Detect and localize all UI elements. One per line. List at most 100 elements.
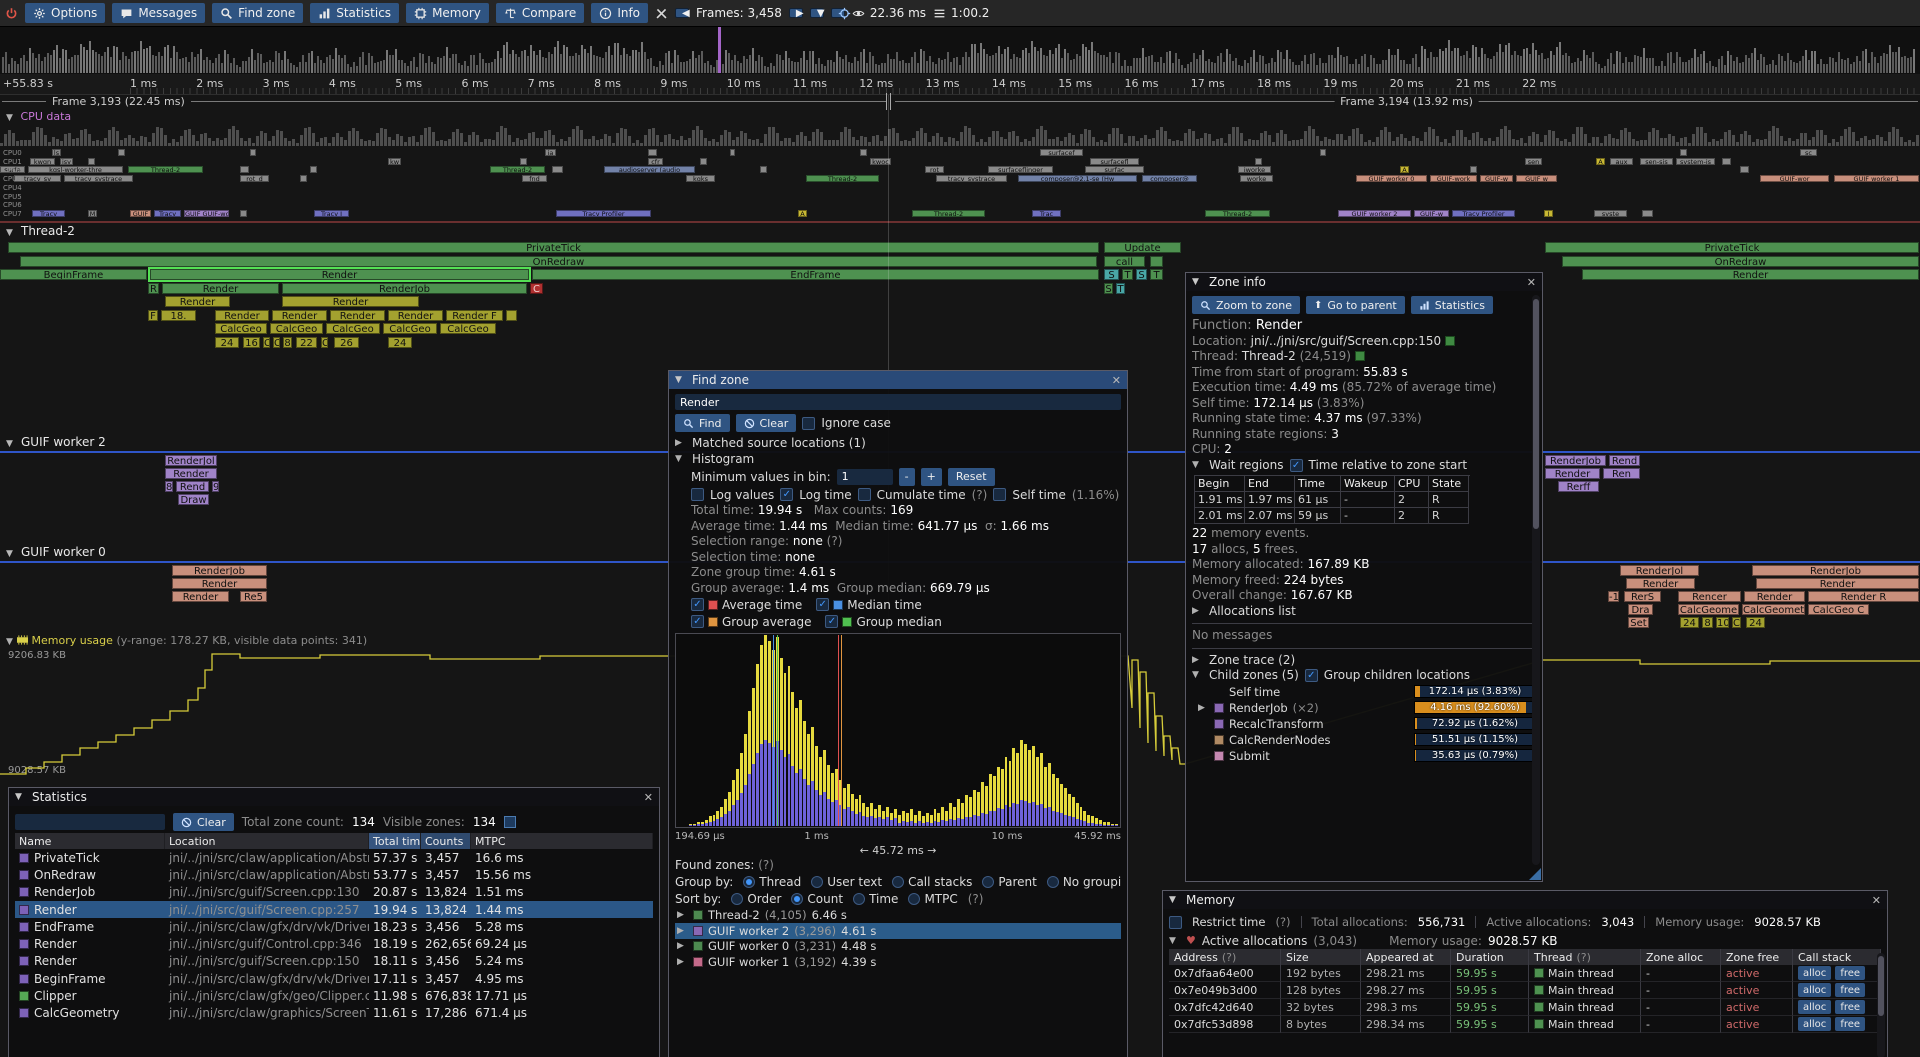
alloc-callstack-button[interactable]: alloc — [1798, 966, 1832, 980]
found-zone-group[interactable]: ▶ GUIF worker 2 (3,296) 4.61 s — [675, 923, 1121, 939]
memory-col-header[interactable]: Thread (?) — [1529, 949, 1641, 965]
find-zone-titlebar[interactable]: ▼ Find zone ✕ — [669, 371, 1127, 389]
timeline-zone[interactable]: Render — [148, 267, 531, 282]
timeline-zone[interactable]: BeginFrame — [0, 269, 147, 280]
relative-time-checkbox[interactable] — [1289, 458, 1303, 472]
options-button[interactable]: Options — [25, 3, 106, 23]
cpu-zone[interactable]: Thread-2 — [806, 175, 879, 183]
memory-col-header[interactable]: Zone alloc — [1641, 949, 1721, 965]
timeline-zone[interactable]: Re5 — [240, 591, 267, 602]
close-icon[interactable]: ✕ — [643, 790, 653, 804]
find-zone-button[interactable]: Find zone — [212, 3, 304, 23]
close-icon[interactable]: ✕ — [1526, 275, 1536, 289]
timeline-zone[interactable]: 9 — [212, 481, 219, 492]
timeline-zone[interactable]: 24 — [1746, 617, 1765, 628]
timeline-zone[interactable]: F — [148, 309, 158, 321]
ignore-case-checkbox[interactable] — [802, 416, 816, 430]
timeline-zone[interactable] — [1150, 255, 1163, 267]
min-bin-input[interactable]: 1 — [836, 468, 893, 485]
timeline-zone[interactable]: T — [1116, 282, 1125, 294]
scrollbar-grab[interactable] — [1533, 299, 1539, 529]
thread-header-guif-worker0[interactable]: ▼ GUIF worker 0 — [6, 545, 106, 559]
zone-statistics-button[interactable]: Statistics — [1410, 296, 1494, 314]
memory-col-header[interactable]: Address (?) — [1169, 949, 1281, 965]
scrollbar-grab[interactable] — [1878, 956, 1884, 1016]
cpu-zone[interactable]: GUIF worker 2 — [1338, 209, 1411, 217]
cpu-zone[interactable] — [520, 157, 527, 165]
timeline-zone[interactable]: Render — [172, 578, 267, 589]
group-by-option[interactable]: User text — [811, 875, 882, 889]
legend-checkbox[interactable] — [816, 598, 830, 611]
cpu-zone[interactable]: composer@2.1-se (Hw — [1018, 175, 1137, 183]
memory-col-header[interactable]: Call stack — [1793, 949, 1881, 965]
timeline-zone[interactable]: CalcGeo — [383, 323, 437, 334]
timeline-zone[interactable]: S — [1136, 269, 1147, 280]
alloc-callstack-button[interactable]: alloc — [1798, 1000, 1832, 1014]
child-zone-row[interactable]: RecalcTransform 72.92 μs (1.62%) — [1198, 716, 1536, 732]
cpu-zone[interactable]: Tracy Profiler — [556, 209, 651, 217]
collapse-icon[interactable]: ▼ — [1169, 895, 1176, 905]
statistics-row[interactable]: PrivateTick jni/../jni/src/claw/applicati… — [15, 849, 653, 866]
timeline-zone[interactable]: CalcGeome — [1678, 604, 1739, 615]
cpu-zone[interactable]: syste — [1594, 209, 1627, 217]
location-value[interactable]: jni/../jni/src/guif/Screen.cpp:150 — [1250, 333, 1442, 348]
legend-checkbox[interactable] — [691, 615, 704, 628]
cpu-zone[interactable]: Thread-2 — [128, 166, 203, 174]
timeline-zone[interactable]: -1 — [1608, 591, 1619, 602]
group-by-option[interactable]: Call stacks — [892, 875, 972, 889]
timeline-zone[interactable]: Render F — [446, 309, 503, 321]
memory-col-header[interactable]: Size — [1281, 949, 1361, 965]
memory-button[interactable]: Memory — [406, 3, 489, 23]
cpu-zone[interactable]: A — [1596, 157, 1605, 165]
decrease-button[interactable]: - — [898, 467, 915, 486]
cpu-zone[interactable] — [240, 209, 247, 217]
timeline-zone[interactable]: Render — [330, 309, 385, 321]
cpu-zone[interactable]: surfacef — [1040, 149, 1083, 156]
cpu-zone[interactable]: Tracy — [154, 209, 181, 217]
matched-sources-tree[interactable]: ▶ Matched source locations (1) — [675, 436, 1121, 452]
timeline-zone[interactable]: RenderJob — [1545, 455, 1606, 466]
timeline-zone[interactable]: Render — [1582, 269, 1919, 280]
timeline-zone[interactable]: 8 — [1702, 617, 1713, 628]
free-callstack-button[interactable]: free — [1835, 1000, 1866, 1014]
self-time-checkbox[interactable] — [993, 488, 1007, 501]
stats-col-header[interactable]: Total time — [369, 833, 421, 849]
increase-button[interactable]: + — [920, 467, 942, 486]
cpu-zone[interactable]: ls — [52, 149, 61, 156]
cpu-zone[interactable]: ja — [545, 149, 556, 156]
cpu-zone[interactable]: surfa — [0, 166, 25, 174]
timeline-zone[interactable]: CalcGeo — [270, 323, 323, 334]
free-callstack-button[interactable]: free — [1835, 1017, 1866, 1031]
zoom-to-zone-button[interactable]: Zoom to zone — [1192, 296, 1300, 314]
timeline-zone[interactable]: call — [1104, 255, 1145, 267]
stats-mode-toggle[interactable] — [503, 816, 516, 828]
timeline-zone[interactable]: Render — [162, 282, 279, 294]
statistics-row[interactable]: RenderJob jni/../jni/src/guif/Screen.cpp:… — [15, 884, 653, 901]
cpu-zone[interactable] — [250, 149, 256, 156]
zoom-to-frame-button[interactable] — [830, 7, 851, 19]
alloc-callstack-button[interactable]: alloc — [1798, 1017, 1832, 1031]
cpu-zone[interactable]: sen-sis — [1640, 157, 1673, 165]
timeline-zone[interactable]: 10 — [1716, 617, 1729, 628]
timeline-zone[interactable]: Render — [1545, 468, 1600, 479]
allocations-list-tree[interactable]: ▶ Allocations list — [1192, 604, 1536, 620]
cpu-zone[interactable] — [88, 157, 95, 165]
timeline-zone[interactable]: R — [148, 282, 159, 294]
cpu-zone[interactable]: Thread-2 — [1205, 209, 1270, 217]
cpu-zone[interactable]: sen — [1525, 157, 1542, 165]
child-zone-row[interactable]: Self time 172.14 μs (3.83%) — [1198, 684, 1536, 700]
cpu-zone[interactable]: surfaceflinger — [988, 166, 1053, 174]
timeline-zone[interactable]: C — [321, 336, 328, 348]
cpu-zone[interactable]: GUIF — [130, 209, 151, 217]
zone-info-titlebar[interactable]: ▼ Zone info ✕ — [1186, 273, 1542, 291]
wait-regions-header[interactable]: ▼Wait regionsTime relative to zone start — [1192, 458, 1536, 474]
cpu-data-header[interactable]: ▼ CPU data — [6, 110, 71, 123]
timeline-zone[interactable]: Draw — [178, 494, 209, 505]
cpu-zone[interactable]: A — [798, 209, 807, 217]
timeline-zone[interactable]: Render — [165, 296, 230, 307]
stats-col-header[interactable]: Location — [165, 833, 369, 849]
timeline-zone[interactable] — [506, 309, 517, 321]
cpu-zone[interactable] — [1642, 209, 1653, 217]
cpu-zone[interactable]: GUIF worker 0 — [1356, 175, 1427, 183]
memory-titlebar[interactable]: ▼ Memory ✕ — [1163, 891, 1887, 909]
